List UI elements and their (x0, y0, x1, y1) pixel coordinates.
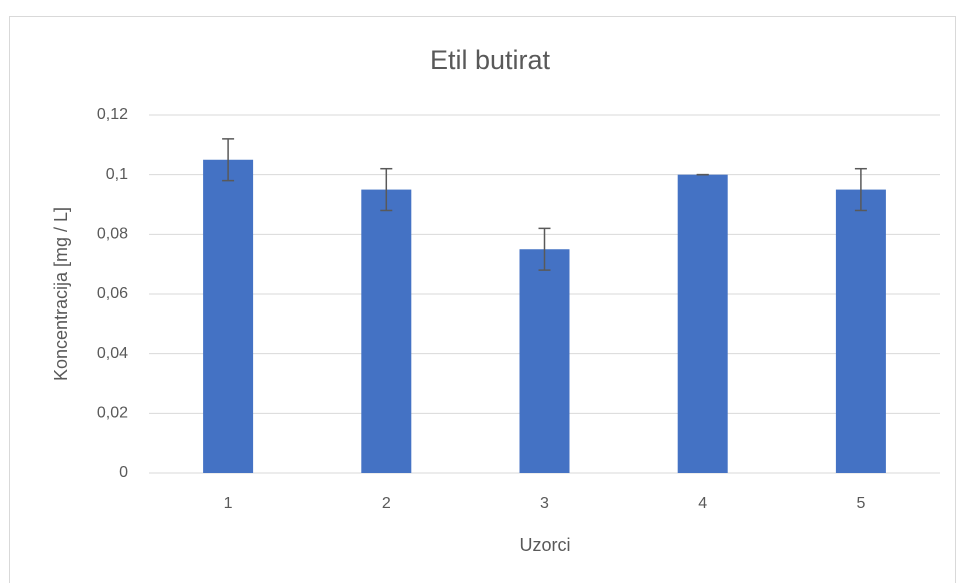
y-tick-label: 0,1 (106, 166, 128, 183)
y-tick-label: 0 (119, 464, 128, 481)
x-tick-label: 4 (698, 495, 707, 512)
x-axis-label: Uzorci (519, 535, 570, 555)
x-tick-label: 1 (224, 495, 233, 512)
y-tick-label: 0,04 (97, 345, 128, 362)
x-tick-label: 5 (856, 495, 865, 512)
bar (677, 174, 728, 473)
x-tick-label: 2 (382, 495, 391, 512)
bar (519, 249, 570, 473)
x-tick-label: 3 (540, 495, 549, 512)
bar (835, 189, 886, 474)
y-axis-label: Koncentracija [mg / L] (51, 207, 71, 381)
chart-title: Etil butirat (430, 45, 551, 75)
chart-border (9, 16, 956, 583)
y-tick-label: 0,12 (97, 106, 128, 123)
error-bar (854, 167, 867, 212)
error-bar (538, 227, 551, 271)
bar (361, 189, 412, 474)
y-tick-label: 0,06 (97, 285, 128, 302)
y-tick-label: 0,02 (97, 405, 128, 422)
error-bar (222, 138, 235, 182)
bar (203, 159, 254, 473)
error-bar (380, 167, 393, 212)
y-tick-label: 0,08 (97, 226, 128, 243)
